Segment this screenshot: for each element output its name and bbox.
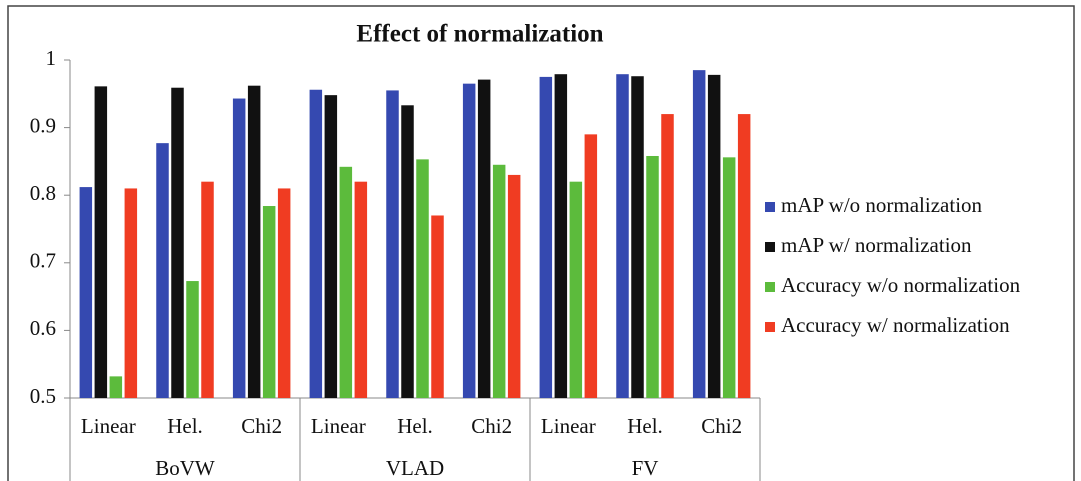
bar [477,79,491,398]
bar [247,85,261,399]
y-tick-label: 0.8 [30,181,56,205]
bar [661,114,674,398]
group-label: FV [632,456,659,480]
bar [737,114,751,398]
y-tick-label: 0.6 [30,316,56,340]
bar [232,98,246,399]
y-tick-label: 0.7 [30,249,56,273]
bar [569,181,583,398]
bar [431,215,444,398]
legend-swatch [765,242,775,252]
bar [124,188,138,398]
legend-swatch [765,202,775,212]
y-tick-label: 0.9 [30,113,56,137]
bar [692,70,706,398]
x-tick-label: Chi2 [471,414,512,438]
x-tick-label: Hel. [397,414,433,438]
bar [324,95,338,398]
bar [584,134,598,399]
bar [309,89,323,398]
bar [156,143,169,398]
bar [262,206,276,398]
legend-swatch [765,322,775,332]
bar [94,86,108,398]
legend-label: mAP w/ normalization [781,233,972,257]
legend-label: mAP w/o normalization [781,193,983,217]
bar [186,281,199,398]
legend-label: Accuracy w/ normalization [781,313,1010,337]
bar [386,90,399,399]
x-tick-label: Chi2 [241,414,282,438]
x-tick-label: Linear [81,414,136,438]
x-tick-label: Chi2 [701,414,742,438]
y-tick-label: 0.5 [30,384,56,408]
chart-frame [7,5,1075,481]
bar [79,187,93,398]
bar [201,181,214,398]
legend-swatch [765,282,775,292]
x-tick-label: Linear [311,414,366,438]
bar [171,87,184,398]
x-tick-label: Hel. [627,414,663,438]
group-label: BoVW [155,456,215,480]
bar [109,376,123,398]
bar [354,181,368,398]
bar [616,74,629,399]
bar [646,155,659,398]
bar [507,174,521,398]
y-tick-label: 1 [46,46,57,70]
bar [707,74,721,398]
x-tick-label: Linear [541,414,596,438]
bar [339,166,353,398]
legend-label: Accuracy w/o normalization [781,273,1021,297]
bar [401,105,414,399]
bar [462,83,476,398]
x-tick-label: Hel. [167,414,203,438]
bar [277,188,291,398]
group-label: VLAD [386,456,444,480]
bar [416,159,429,398]
bar [722,157,736,398]
bar [492,164,506,398]
chart-title: Effect of normalization [356,21,603,48]
bar [554,74,568,399]
bar [539,76,553,399]
bar [631,76,644,398]
